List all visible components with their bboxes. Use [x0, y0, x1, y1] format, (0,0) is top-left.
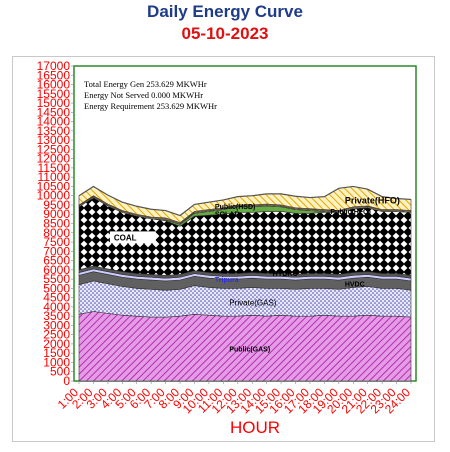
- y-tick-label: 14000: [37, 115, 71, 129]
- y-tick-label: 9000: [43, 207, 70, 221]
- y-tick-label: 15000: [37, 96, 71, 110]
- series-label-public-hfo: Public(HFO): [330, 209, 370, 216]
- y-tick-label: 6500: [43, 254, 70, 268]
- y-tick-label: 16000: [37, 78, 71, 92]
- chart-frame: [12, 56, 435, 442]
- y-tick-label: 10500: [37, 179, 71, 193]
- y-tick-label: 15500: [37, 87, 71, 101]
- y-tick-label: 5500: [43, 272, 70, 286]
- y-tick-label: 14500: [37, 105, 71, 119]
- y-tick-label: 11500: [38, 161, 71, 175]
- y-tick-label: 17000: [37, 59, 71, 73]
- y-tick-label: 6000: [43, 263, 70, 277]
- y-tick-label: 13000: [37, 133, 71, 147]
- y-tick-label: 500: [50, 365, 70, 379]
- y-tick-label: 2000: [43, 337, 70, 351]
- series-label-public-hsd: Public(HSD): [215, 204, 255, 211]
- y-tick-label: 16500: [37, 68, 71, 82]
- series-label-hydro: HYDRO: [273, 271, 299, 278]
- energy-requirement: Energy Requirement 253.629 MKWHr: [84, 101, 217, 111]
- y-tick-label: 8000: [43, 226, 70, 240]
- x-axis-label: HOUR: [230, 418, 280, 437]
- energy-not-served: Energy Not Served 0.000 MKWHr: [84, 90, 203, 100]
- y-tick-label: 4500: [43, 291, 70, 305]
- y-tick-label: 2500: [43, 328, 70, 342]
- total-outline: [78, 185, 412, 217]
- series-label-hvdc: HVDC: [345, 282, 365, 289]
- series-label-coal: COAL: [114, 233, 137, 242]
- y-tick-label: 13500: [37, 124, 71, 138]
- y-tick-label: 1500: [43, 346, 70, 360]
- total-energy-gen: Total Energy Gen 253.629 MKWHr: [84, 79, 207, 89]
- y-tick-label: 1000: [43, 355, 70, 369]
- series-label-solar: SOLAR: [215, 211, 240, 218]
- series-label-private-hfo: Private(HFO): [345, 195, 400, 205]
- chart-date: 05-10-2023: [181, 24, 269, 43]
- y-tick-label: 4000: [43, 300, 70, 314]
- y-tick-label: 5000: [43, 281, 70, 295]
- label-bg-coal: [109, 231, 156, 244]
- y-tick-label: 12000: [37, 152, 71, 166]
- energy-summary: Total Energy Gen 253.629 MKWHr Energy No…: [84, 79, 217, 111]
- y-tick-label: 3000: [43, 318, 70, 332]
- y-tick-label: 3500: [43, 309, 70, 323]
- y-tick-label: 7000: [43, 244, 70, 258]
- y-tick-label: 8500: [43, 217, 70, 231]
- y-tick-label: 0: [63, 374, 70, 388]
- y-tick-label: 7500: [43, 235, 70, 249]
- chart-title: Daily Energy Curve: [147, 2, 303, 21]
- series-label-public-gas: Public(GAS): [229, 347, 270, 354]
- y-tick-label: 10000: [37, 189, 71, 203]
- y-tick-label: 9500: [43, 198, 70, 212]
- series-label-tripura: Tripura: [215, 277, 239, 284]
- series-label-private-gas: Private(GAS): [229, 298, 276, 307]
- y-tick-label: 12500: [37, 142, 71, 156]
- y-tick-label: 11000: [38, 170, 71, 184]
